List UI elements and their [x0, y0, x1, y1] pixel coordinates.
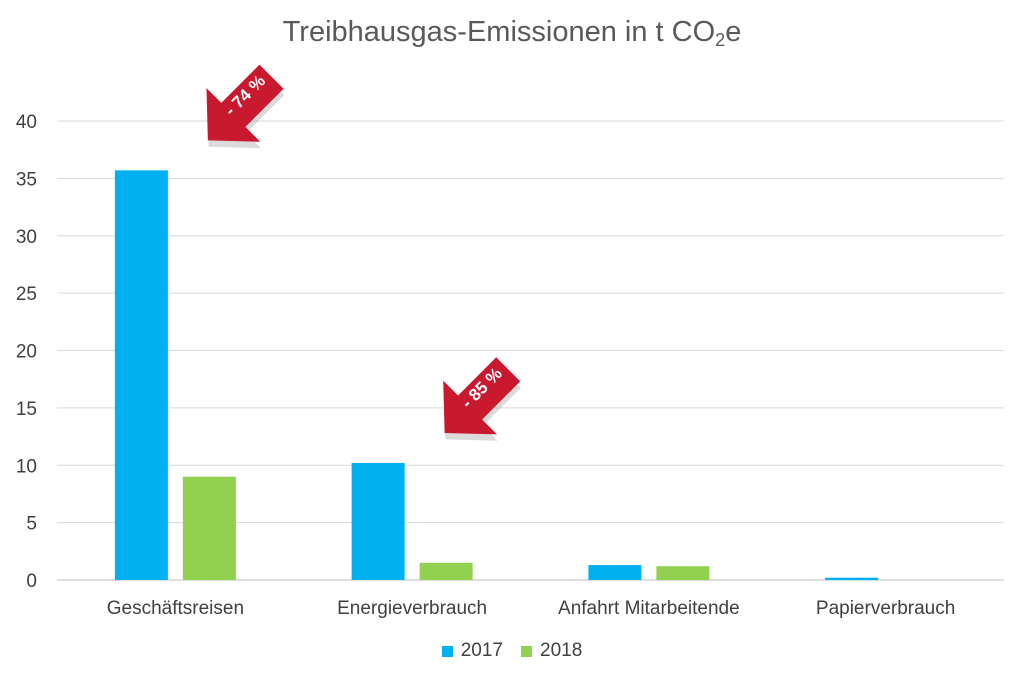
y-tick-label: 5 — [26, 514, 37, 535]
legend-item-2018: 2018 — [521, 640, 582, 662]
legend-item-2017: 2017 — [441, 640, 503, 662]
y-tick-label: 30 — [16, 227, 37, 248]
x-tick-label: Anfahrt Mitarbeitende — [558, 598, 740, 619]
x-tick-label: Papierverbrauch — [816, 598, 955, 619]
y-tick-label: 10 — [16, 456, 37, 477]
y-tick-label: 20 — [16, 342, 37, 363]
reduction-arrow: - 74 % — [206, 64, 285, 149]
y-tick-label: 40 — [16, 112, 37, 133]
y-tick-label: 25 — [16, 284, 37, 305]
bar-2017 — [114, 170, 168, 580]
x-tick-label: Energieverbrauch — [337, 598, 487, 619]
bar-2018 — [419, 562, 473, 580]
bar-2017 — [588, 565, 642, 580]
x-tick-label: Geschäftsreisen — [107, 598, 244, 619]
legend: 2017 2018 — [0, 640, 1024, 662]
legend-label-2017: 2017 — [460, 640, 503, 661]
bar-2017 — [825, 577, 879, 580]
arrow-shape — [443, 357, 521, 435]
legend-swatch-2018 — [521, 645, 532, 657]
y-tick-label: 15 — [16, 399, 37, 420]
chart-title: Treibhausgas-Emissionen in t CO2e — [282, 16, 742, 50]
y-tick-label: 35 — [16, 169, 37, 190]
bar-2018 — [656, 566, 710, 580]
legend-swatch-2017 — [441, 645, 453, 657]
bar-2017 — [351, 462, 405, 580]
legend-label-2018: 2018 — [540, 640, 583, 661]
reduction-arrow: - 85 % — [443, 357, 521, 441]
arrow-shape — [206, 64, 284, 142]
y-tick-label: 0 — [26, 571, 37, 592]
bar-2018 — [182, 476, 236, 580]
